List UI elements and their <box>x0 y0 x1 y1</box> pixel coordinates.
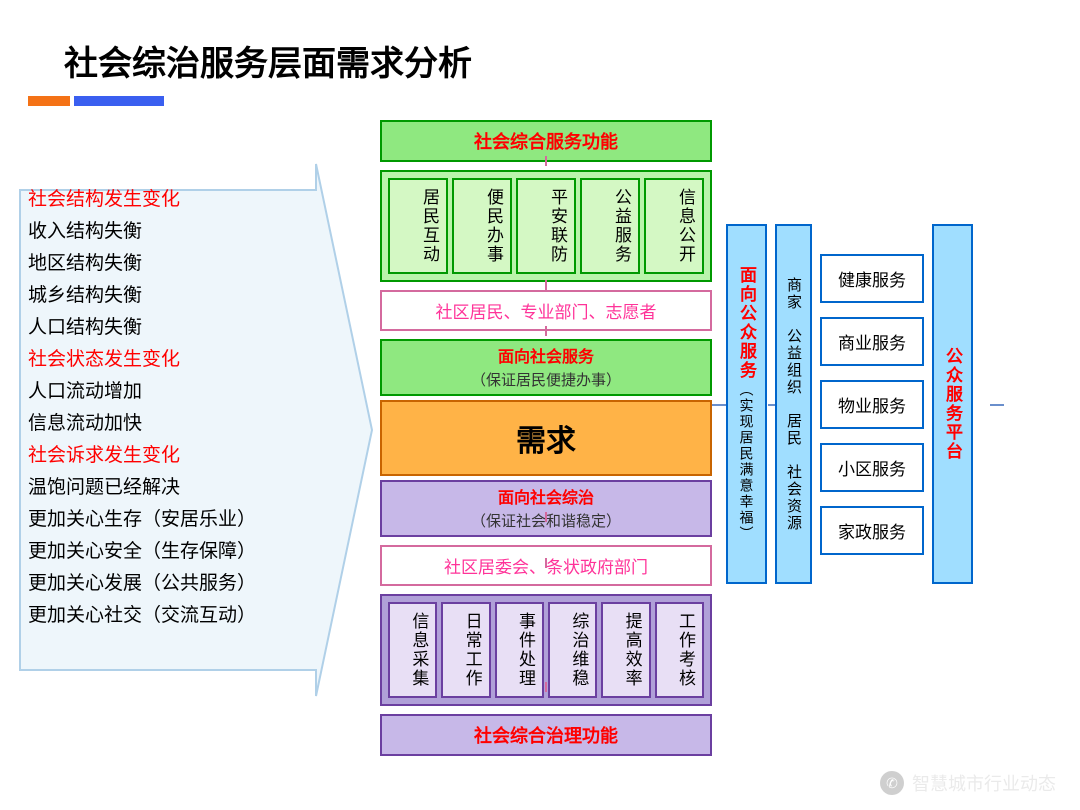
governance-box: 面向社会综治 （保证社会和谐稳定） <box>380 480 712 537</box>
bot-cell: 信息采集 <box>388 602 437 698</box>
resources-bar: 商家 公益组织 居民 社会资源 <box>775 224 812 584</box>
wechat-icon: ✆ <box>880 771 904 795</box>
left-item: 温饱问题已经解决 <box>28 472 328 504</box>
left-item: 信息流动加快 <box>28 408 328 440</box>
left-item: 社会结构发生变化 <box>28 184 328 216</box>
bot-header-box: 社会综合治理功能 <box>380 714 712 756</box>
connector <box>545 156 547 166</box>
top-cell: 信息公开 <box>644 178 704 274</box>
bot-header: 社会综合治理功能 <box>382 716 710 754</box>
service-box: 面向社会服务 （保证居民便捷办事） <box>380 339 712 396</box>
left-item: 更加关心安全（生存保障） <box>28 536 328 568</box>
public-service-bar: 面向公众服务 （实现居民满意幸福） <box>726 224 767 584</box>
service-item: 家政服务 <box>820 506 924 555</box>
left-text-panel: 社会结构发生变化收入结构失衡地区结构失衡城乡结构失衡人口结构失衡社会状态发生变化… <box>28 184 328 632</box>
left-item: 人口结构失衡 <box>28 312 328 344</box>
watermark: ✆ 智慧城市行业动态 <box>880 770 1056 796</box>
watermark-text: 智慧城市行业动态 <box>912 770 1056 796</box>
connector <box>545 512 547 522</box>
services-column: 健康服务商业服务物业服务小区服务家政服务 <box>820 224 924 584</box>
center-diagram: 社会综合服务功能 居民互动便民办事平安联防公益服务信息公开 社区居民、专业部门、… <box>380 120 712 756</box>
bot-cell: 日常工作 <box>441 602 490 698</box>
top-cell: 公益服务 <box>580 178 640 274</box>
top-cell: 居民互动 <box>388 178 448 274</box>
platform-bar: 公众服务平台 <box>932 224 973 584</box>
connector <box>545 280 547 290</box>
left-item: 地区结构失衡 <box>28 248 328 280</box>
top-cell: 平安联防 <box>516 178 576 274</box>
service-header: 面向社会服务 <box>382 341 710 369</box>
h-connector <box>712 404 726 406</box>
accent-bar <box>28 96 164 106</box>
connector <box>545 682 547 692</box>
top-cell: 便民办事 <box>452 178 512 274</box>
platform-text: 公众服务平台 <box>940 347 965 461</box>
left-item: 更加关心发展（公共服务） <box>28 568 328 600</box>
governance-header: 面向社会综治 <box>382 482 710 510</box>
demand-box: 需求 <box>380 400 712 476</box>
left-item: 收入结构失衡 <box>28 216 328 248</box>
connector <box>545 326 547 336</box>
left-item: 城乡结构失衡 <box>28 280 328 312</box>
page-title: 社会综治服务层面需求分析 <box>0 0 1080 85</box>
service-item: 物业服务 <box>820 380 924 429</box>
top-cells-container: 居民互动便民办事平安联防公益服务信息公开 <box>380 170 712 282</box>
right-panel: 面向公众服务 （实现居民满意幸福） 商家 公益组织 居民 社会资源 健康服务商业… <box>726 224 973 584</box>
top-header: 社会综合服务功能 <box>382 122 710 160</box>
left-item: 社会状态发生变化 <box>28 344 328 376</box>
public-service-title: 面向公众服务 <box>734 266 759 380</box>
bot-cell: 提高效率 <box>601 602 650 698</box>
left-item: 社会诉求发生变化 <box>28 440 328 472</box>
left-item: 更加关心社交（交流互动） <box>28 600 328 632</box>
service-item: 商业服务 <box>820 317 924 366</box>
h-connector <box>990 404 1004 406</box>
left-item: 更加关心生存（安居乐业） <box>28 504 328 536</box>
resources-text: 商家 公益组织 居民 社会资源 <box>783 277 804 532</box>
service-sub: （保证居民便捷办事） <box>382 369 710 394</box>
bot-cell: 事件处理 <box>495 602 544 698</box>
demand-text: 需求 <box>382 416 710 460</box>
bot-cell: 综治维稳 <box>548 602 597 698</box>
service-item: 小区服务 <box>820 443 924 492</box>
top-pink-text: 社区居民、专业部门、志愿者 <box>382 292 710 329</box>
service-item: 健康服务 <box>820 254 924 303</box>
left-item: 人口流动增加 <box>28 376 328 408</box>
public-service-sub: （实现居民满意幸福） <box>737 382 757 542</box>
bot-cell: 工作考核 <box>655 602 704 698</box>
connector <box>545 558 547 568</box>
top-pink-box: 社区居民、专业部门、志愿者 <box>380 290 712 331</box>
